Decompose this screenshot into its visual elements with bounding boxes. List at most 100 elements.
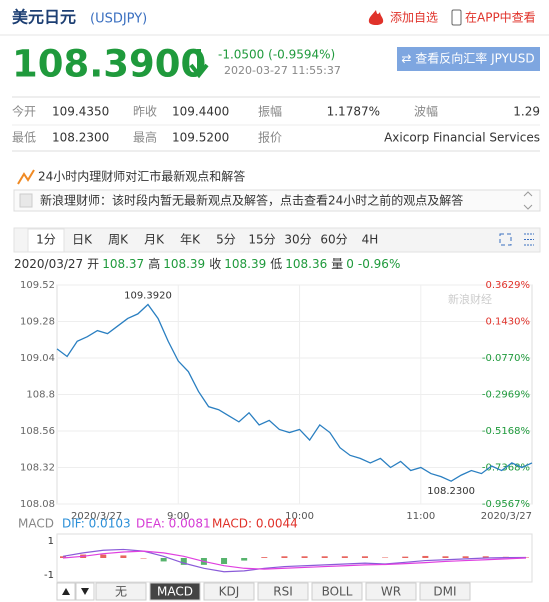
down-icon <box>81 588 89 595</box>
stat-value: 108.2300 <box>52 131 109 145</box>
macd-bar <box>301 556 308 558</box>
view-in-app[interactable]: 在APP中查看 <box>465 10 536 25</box>
macd-bar <box>221 558 228 564</box>
macd-bar <box>361 556 368 558</box>
price: 108.3900 <box>12 43 206 86</box>
macd-frame <box>56 533 533 583</box>
tab[interactable]: 15分 <box>248 233 275 247</box>
indicator-tab[interactable] <box>365 582 417 601</box>
annotation: 109.3920 <box>124 290 172 301</box>
reverse-button[interactable] <box>397 47 540 71</box>
indicator-tab[interactable] <box>149 582 201 601</box>
macd-bar <box>442 556 449 558</box>
ohlc-label: 高 <box>148 256 160 271</box>
change: -1.0500 (-0.9594%) <box>218 48 335 62</box>
macd-bar <box>321 556 328 558</box>
time: 2020-03-27 11:55:37 <box>224 64 341 77</box>
tab[interactable]: 1分 <box>36 233 56 247</box>
macd-bar <box>261 557 268 558</box>
macd-bar <box>382 557 389 558</box>
down-arrow <box>189 49 209 79</box>
stat-label: 昨收 <box>133 105 157 119</box>
ohlc-value: 108.39 <box>163 257 205 271</box>
x-tick-label: 2020/3/27 <box>481 511 532 522</box>
indicator-tab-label[interactable]: WR <box>381 585 401 599</box>
indicator-tab-label[interactable]: RSI <box>273 585 293 599</box>
dea-line <box>62 550 527 570</box>
symbol: (USDJPY) <box>90 12 147 27</box>
ohlc-label: 低 <box>270 257 282 271</box>
macd-bar <box>100 554 107 558</box>
indicator-tab-label[interactable]: KDJ <box>219 585 240 599</box>
macd-bar <box>341 556 348 558</box>
y-tick-label: 109.28 <box>20 317 55 328</box>
macd-tick-label: 1 <box>48 536 54 547</box>
tab[interactable]: 周K <box>108 233 129 247</box>
indicator-tab-label[interactable]: 无 <box>115 585 127 599</box>
tab-bar <box>13 227 541 253</box>
x-tick-label: 9:00 <box>167 511 189 522</box>
x-tick-label: 2020/3/27 <box>71 511 122 522</box>
indicator-tab[interactable] <box>95 582 147 601</box>
fire-icon <box>368 10 384 25</box>
title: 美元日元 <box>12 8 76 27</box>
indicator-tab[interactable] <box>257 582 309 601</box>
active-tab[interactable] <box>27 228 65 253</box>
macd-bar <box>241 558 248 561</box>
y2-tick-label: 0.3629% <box>486 280 531 291</box>
macd-value-label: MACD: 0.0044 <box>212 517 298 531</box>
indicator-tab[interactable] <box>311 582 363 601</box>
notice-title: 24小时内理财师对汇市最新观点和解答 <box>38 169 245 184</box>
ohlc-date: 2020/03/27 <box>14 257 83 271</box>
ohlc-change: -0.96% <box>358 257 400 271</box>
tab[interactable]: 日K <box>72 233 93 247</box>
stat-label: 振幅 <box>258 104 282 119</box>
tab[interactable]: 30分 <box>284 233 311 247</box>
macd-bar <box>462 556 469 558</box>
stat-value: 1.29 <box>513 105 540 119</box>
y-tick-label: 109.52 <box>20 280 55 291</box>
y-tick-label: 108.08 <box>20 499 55 510</box>
ohlc-value: 108.37 <box>102 257 144 271</box>
watermark: 新浪财经 <box>448 292 492 306</box>
macd-bar <box>140 558 147 559</box>
tab[interactable]: 4H <box>362 233 379 247</box>
macd-bar <box>422 555 429 558</box>
y2-tick-label: -0.2969% <box>482 390 530 401</box>
stat-label: 波幅 <box>414 104 438 119</box>
macd-bar <box>482 556 489 558</box>
stat-value: 109.4400 <box>172 105 229 119</box>
notice-message[interactable]: 新浪理财师：该时段内暂无最新观点及解答，点击查看24小时之前的观点及解答 <box>40 193 463 208</box>
indicator-tab[interactable] <box>203 582 255 601</box>
indicator-tab-label[interactable]: MACD <box>157 585 193 599</box>
indicator-tab-label[interactable]: BOLL <box>322 585 353 599</box>
macd-tick-label: -1 <box>44 570 54 581</box>
x-tick-label: 11:00 <box>406 511 435 522</box>
x-tick-label: 10:00 <box>285 511 314 522</box>
ohlc-value: 0 <box>346 257 354 271</box>
tab[interactable]: 年K <box>180 233 201 247</box>
indicator-tab-label[interactable]: DMI <box>433 585 456 599</box>
menu-icon[interactable] <box>524 233 534 246</box>
macd-bar <box>281 556 288 558</box>
ohlc-label: 开 <box>87 257 99 271</box>
macd-bar <box>120 555 127 558</box>
add-watchlist[interactable]: 添加自选 <box>390 11 438 25</box>
tab[interactable]: 60分 <box>320 233 347 247</box>
y-tick-label: 108.56 <box>20 426 55 437</box>
y2-tick-label: -0.0770% <box>482 353 530 364</box>
reverse-button-label[interactable]: ⇄ 查看反向汇率 JPYUSD <box>401 51 534 66</box>
fullscreen-icon[interactable] <box>499 233 512 246</box>
avatar <box>19 193 33 208</box>
ohlc-label: 量 <box>331 257 343 271</box>
notice-box[interactable] <box>13 189 541 212</box>
notice-icon <box>17 169 35 185</box>
indicator-tab[interactable] <box>419 582 471 601</box>
scroll-arrows[interactable] <box>523 191 533 210</box>
dea-label: DEA: 0.0081 <box>136 517 211 531</box>
stat-value: 1.1787% <box>327 105 380 119</box>
ohlc-line: 2020/03/27 开 108.37 高 108.39 收 108.39 低 108.36 量 0… <box>14 256 400 271</box>
tab[interactable]: 5分 <box>216 233 236 247</box>
tab[interactable]: 月K <box>144 233 165 247</box>
ohlc-value: 108.39 <box>224 257 266 271</box>
